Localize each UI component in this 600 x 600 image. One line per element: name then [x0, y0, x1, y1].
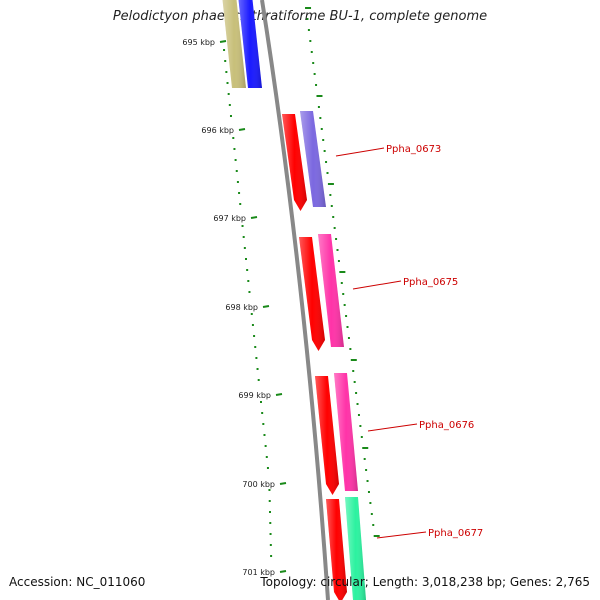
gene-feature-shading: [345, 497, 366, 600]
gene-feature-shading: [299, 237, 325, 351]
ruler-tick-label: 695 kbp: [182, 38, 215, 47]
gene-feature-shading: [334, 373, 358, 491]
gene-label[interactable]: Ppha_0677: [428, 528, 483, 539]
gene-feature-shading: [282, 114, 307, 211]
ruler-tick-label: 696 kbp: [201, 126, 234, 135]
gene-features: [222, 0, 366, 600]
ruler-ticks: 695 kbp 696 kbp 697 kbp 698 kbp 699 kbp 700 k…: [182, 7, 380, 577]
gene-feature-shading: [300, 111, 326, 207]
gene-feature-shading: [318, 234, 344, 347]
gene-feature-shading: [326, 499, 347, 600]
ruler-major-tick: [279, 570, 287, 573]
ruler-major-tick: [279, 482, 287, 485]
ruler-major-tick: [262, 305, 270, 308]
ruler-tick-label: 701 kbp: [242, 568, 275, 577]
ruler-tick-label: 699 kbp: [238, 391, 271, 400]
ruler-tick-label: 700 kbp: [242, 480, 275, 489]
gene-label-leader: [376, 531, 427, 539]
genome-backbone: [260, 0, 330, 600]
gene-labels: Ppha_0673 Ppha_0675 Ppha_0676 Ppha_0677: [335, 144, 483, 539]
ruler-major-tick: [275, 393, 283, 396]
gene-label-leader: [335, 147, 385, 157]
gene-label[interactable]: Ppha_0675: [403, 277, 458, 288]
ruler-major-tick: [219, 40, 227, 43]
gene-feature-shading: [222, 0, 246, 88]
ruler-major-tick: [238, 128, 246, 131]
gene-label[interactable]: Ppha_0676: [419, 420, 474, 431]
gene-feature-shading: [315, 376, 339, 495]
gene-label-leader: [352, 280, 402, 290]
ruler-tick-label: 698 kbp: [225, 303, 258, 312]
gene-label[interactable]: Ppha_0673: [386, 144, 441, 155]
gene-feature-shading: [238, 0, 262, 88]
ruler-tick-label: 697 kbp: [213, 214, 246, 223]
gene-label-leader: [367, 423, 418, 432]
ruler-major-tick: [250, 216, 258, 219]
accession-text: Accession: NC_011060: [9, 575, 146, 589]
genome-summary: Topology: circular; Length: 3,018,238 bp…: [260, 575, 590, 589]
genome-title: Pelodictyon phaeoclathratiforme BU-1, co…: [112, 9, 488, 24]
